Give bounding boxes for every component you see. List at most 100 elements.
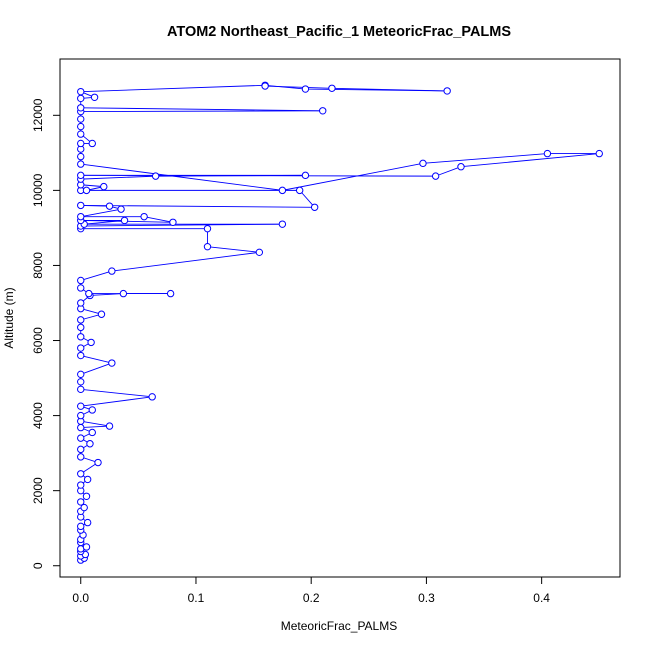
data-point <box>77 470 85 478</box>
data-point <box>97 310 106 318</box>
data-point <box>77 139 85 148</box>
data-point <box>151 172 160 180</box>
series-segment <box>80 175 156 180</box>
data-point <box>86 440 94 448</box>
data-point <box>278 220 287 228</box>
data-point <box>77 402 85 410</box>
chart-title: ATOM2 Northeast_Pacific_1 MeteoricFrac_P… <box>167 24 511 40</box>
series-segment <box>299 190 315 208</box>
data-series-points <box>77 81 603 564</box>
data-point <box>88 139 96 148</box>
series-segment <box>80 362 113 375</box>
data-point <box>77 323 85 332</box>
data-point <box>328 84 336 92</box>
y-tick-label: 4000 <box>31 402 45 429</box>
data-point <box>77 104 85 112</box>
series-segment <box>435 166 462 177</box>
series-segment <box>80 84 266 93</box>
data-point <box>82 492 91 500</box>
data-point <box>77 316 85 324</box>
x-axis-label: MeteoricFrac_PALMS <box>281 619 397 633</box>
data-point <box>82 186 91 195</box>
plot-area-frame <box>59 58 621 578</box>
series-segment <box>460 153 600 168</box>
data-point <box>419 159 427 168</box>
data-point <box>278 186 287 195</box>
series-segment <box>80 420 110 427</box>
series-segment <box>80 396 153 407</box>
data-point <box>148 393 156 401</box>
data-point <box>100 182 108 191</box>
series-segment <box>80 163 283 191</box>
series-segment <box>80 107 323 112</box>
series-segment <box>422 153 548 164</box>
data-point <box>77 445 85 454</box>
data-point <box>77 152 85 161</box>
data-point <box>94 458 102 467</box>
data-point <box>77 498 85 506</box>
series-segment <box>80 270 112 281</box>
series-segment <box>80 184 104 188</box>
data-point <box>77 115 85 123</box>
data-point <box>77 94 85 103</box>
data-point <box>77 171 85 180</box>
data-point <box>77 378 85 386</box>
series-segment <box>144 216 174 223</box>
data-point <box>105 422 114 430</box>
series-segment <box>80 388 153 398</box>
y-tick-label: 6000 <box>31 327 45 354</box>
data-point <box>169 218 177 226</box>
data-point <box>443 87 451 95</box>
x-tick-label: 0.0 <box>72 591 89 605</box>
data-point <box>77 284 85 292</box>
data-point <box>119 289 128 298</box>
y-tick-label: 8000 <box>31 252 45 279</box>
data-point <box>85 289 93 298</box>
data-point <box>83 475 92 484</box>
series-segment <box>282 162 424 191</box>
x-tick-label: 0.3 <box>418 591 435 605</box>
data-point <box>431 172 440 180</box>
data-point <box>319 107 327 115</box>
data-point <box>301 85 310 93</box>
data-point <box>88 406 96 414</box>
data-series-line <box>80 84 600 561</box>
data-point <box>77 299 85 307</box>
x-tick-label: 0.2 <box>303 591 320 605</box>
data-point <box>203 224 212 233</box>
series-segment <box>111 251 260 272</box>
series-segment <box>80 355 112 364</box>
data-point <box>77 385 85 394</box>
series-segment <box>265 85 332 89</box>
data-point <box>203 242 212 251</box>
y-tick-label: 12000 <box>31 98 45 132</box>
data-point <box>77 212 85 221</box>
data-point <box>595 149 603 158</box>
data-point <box>77 276 85 285</box>
data-point <box>83 518 92 527</box>
data-point <box>77 344 85 352</box>
data-point <box>301 171 310 180</box>
data-point <box>77 481 85 489</box>
data-point <box>87 338 95 347</box>
data-point <box>255 248 264 257</box>
x-tick-label: 0.4 <box>533 591 550 605</box>
data-point <box>80 503 88 512</box>
data-point <box>310 203 319 211</box>
data-point <box>77 351 85 360</box>
series-segment <box>80 425 110 429</box>
data-point <box>140 212 148 221</box>
data-point <box>77 423 85 432</box>
data-point <box>108 267 116 275</box>
data-point <box>543 149 552 158</box>
data-point <box>77 160 85 168</box>
data-point <box>108 359 116 367</box>
y-axis-label: Altitude (m) <box>2 287 16 348</box>
data-point <box>77 333 85 341</box>
series-segment <box>80 208 122 218</box>
x-axis: 0.0 0.1 0.2 0.3 0.4 <box>72 576 550 605</box>
data-point <box>77 370 85 379</box>
series-segment <box>80 204 315 208</box>
data-point <box>77 411 85 420</box>
